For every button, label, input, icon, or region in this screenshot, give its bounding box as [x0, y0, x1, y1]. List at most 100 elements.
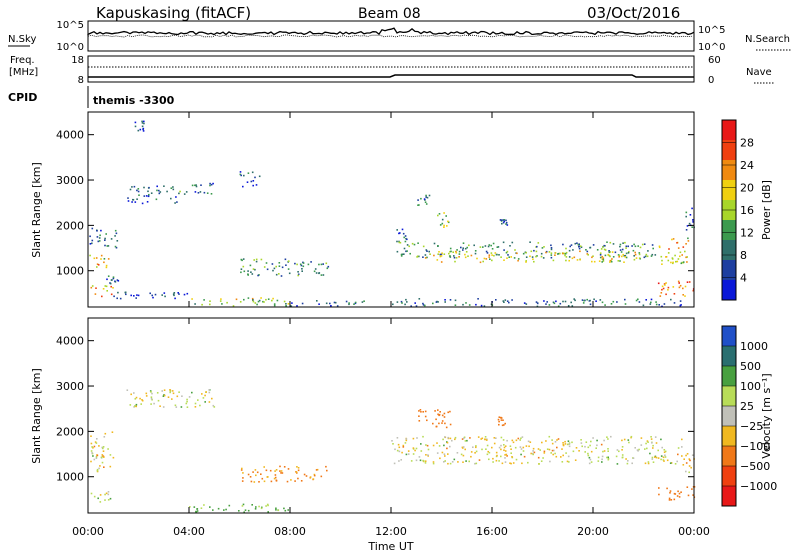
scatter-cell	[405, 439, 408, 442]
scatter-cell	[278, 273, 280, 275]
colorbar-segment	[722, 326, 736, 347]
scatter-cell	[424, 410, 427, 413]
scatter-cell	[275, 509, 277, 511]
scatter-cell	[682, 464, 685, 466]
scatter-cell	[501, 222, 503, 225]
scatter-cell	[475, 446, 477, 449]
scatter-cell	[99, 501, 102, 503]
scatter-cell	[252, 300, 255, 303]
scatter-cell	[637, 450, 639, 452]
scatter-cell	[177, 292, 179, 294]
scatter-cell	[449, 250, 451, 253]
colorbar-tick-label: −25	[740, 420, 763, 433]
scatter-cell	[686, 281, 689, 283]
scatter-cell	[195, 184, 197, 186]
scatter-cell	[105, 266, 108, 269]
scatter-cell	[326, 469, 328, 472]
scatter-cell	[627, 460, 629, 462]
scatter-cell	[460, 246, 462, 249]
scatter-cell	[536, 245, 538, 248]
scatter-cell	[493, 254, 495, 257]
scatter-cell	[503, 249, 505, 251]
scatter-cell	[199, 191, 202, 193]
scatter-cell	[564, 440, 566, 443]
scatter-cell	[578, 247, 581, 250]
scatter-cell	[189, 506, 191, 508]
scatter-cell	[679, 284, 682, 287]
scatter-cell	[313, 270, 316, 273]
scatter-cell	[608, 254, 611, 257]
scatter-cell	[148, 186, 150, 189]
scatter-cell	[252, 184, 254, 187]
scatter-cell	[464, 247, 467, 250]
scatter-cell	[481, 448, 483, 451]
scatter-cell	[400, 253, 403, 256]
scatter-cell	[604, 249, 607, 251]
scatter-cell	[489, 258, 491, 260]
scatter-cell	[405, 250, 407, 253]
scatter-cell	[515, 458, 518, 461]
scatter-cell	[467, 255, 469, 257]
scatter-cell	[491, 248, 494, 250]
scatter-cell	[543, 452, 546, 454]
scatter-cell	[423, 198, 426, 200]
scatter-cell	[616, 301, 618, 303]
scatter-cell	[663, 283, 666, 285]
scatter-cell	[503, 259, 505, 261]
scatter-cell	[599, 254, 602, 256]
scatter-cell	[565, 259, 567, 262]
scatter-cell	[607, 458, 610, 461]
scatter-cell	[692, 494, 694, 496]
scatter-cell	[425, 194, 427, 197]
scatter-cell	[517, 437, 520, 440]
nsearch-trace	[87, 34, 693, 38]
scatter-cell	[474, 250, 477, 252]
scatter-cell	[622, 253, 624, 256]
scatter-cell	[626, 462, 629, 465]
scatter-cell	[420, 411, 422, 413]
scatter-cell	[465, 251, 468, 253]
scatter-cell	[545, 303, 547, 305]
scatter-cell	[147, 190, 149, 193]
scatter-cell	[260, 297, 262, 299]
scatter-cell	[591, 260, 593, 263]
scatter-cell	[584, 451, 586, 453]
scatter-cell	[535, 250, 538, 253]
scatter-cell	[601, 455, 604, 458]
scatter-cell	[624, 256, 626, 258]
scatter-cell	[599, 256, 602, 259]
scatter-cell	[260, 258, 263, 261]
scatter-cell	[573, 298, 575, 300]
scatter-cell	[398, 240, 400, 243]
scatter-cell	[682, 261, 685, 263]
scatter-cell	[595, 300, 597, 302]
scatter-cell	[420, 197, 422, 200]
scatter-cell	[398, 446, 401, 449]
scatter-cell	[209, 184, 211, 187]
scatter-cell	[112, 456, 115, 459]
scatter-cell	[194, 191, 197, 193]
scatter-cell	[446, 447, 448, 450]
scatter-cell	[484, 436, 487, 438]
scatter-cell	[326, 267, 329, 270]
scatter-cell	[458, 253, 461, 255]
scatter-cell	[464, 253, 466, 256]
scatter-cell	[129, 188, 132, 191]
scatter-cell	[154, 293, 157, 296]
scatter-cell	[685, 229, 688, 231]
freq-panel: Freq. [MHz] 18 8 60 0 Nave	[9, 55, 774, 86]
scatter-cell	[525, 256, 528, 258]
scatter-cell	[655, 442, 658, 444]
scatter-cell	[485, 448, 487, 450]
scatter-cell	[650, 436, 652, 438]
scatter-cell	[445, 215, 447, 217]
scatter-cell	[241, 467, 243, 470]
x-tick-label: 12:00	[375, 525, 407, 538]
scatter-cell	[564, 252, 567, 255]
scatter-cell	[443, 253, 446, 255]
scatter-cell	[318, 263, 320, 266]
scatter-cell	[502, 419, 504, 421]
scatter-cell	[487, 450, 489, 453]
scatter-cell	[435, 418, 437, 421]
scatter-cell	[550, 254, 553, 256]
